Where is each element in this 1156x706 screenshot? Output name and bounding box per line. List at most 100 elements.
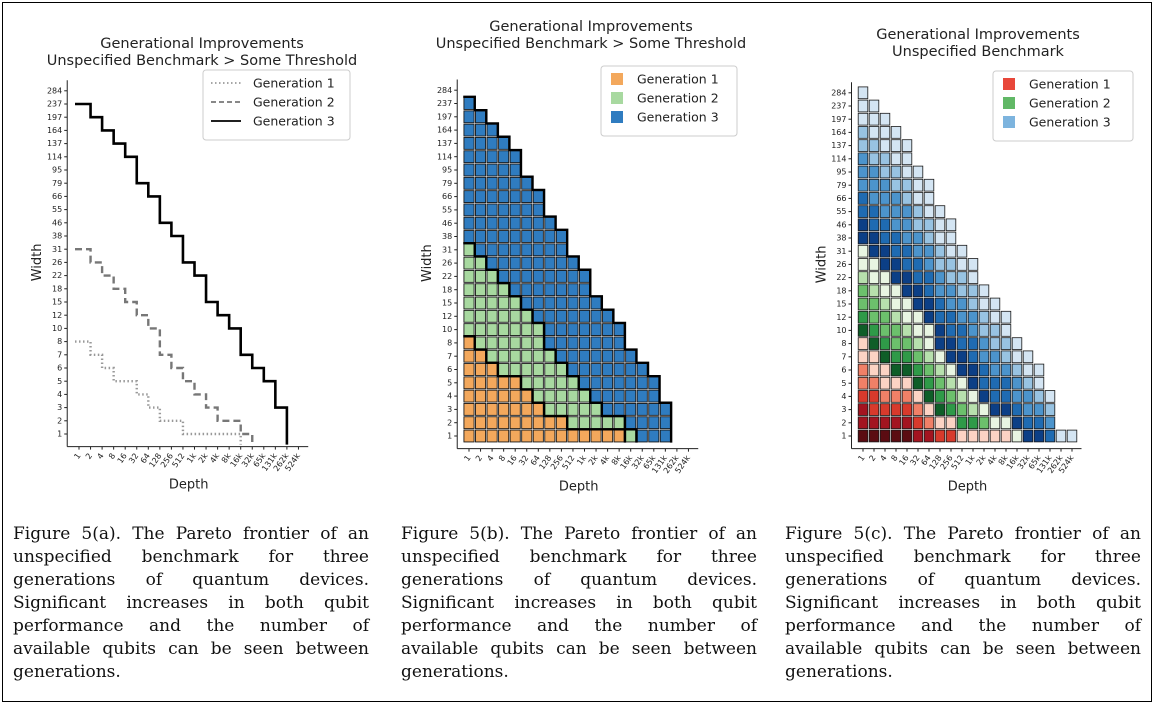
chart-c-cell	[967, 350, 979, 364]
chart-c-cell	[956, 258, 968, 271]
chart-c-cell	[868, 244, 880, 258]
chart-c-cell	[901, 403, 913, 416]
chart-c-cell	[868, 271, 880, 284]
chart-b-cell	[521, 323, 533, 336]
chart-b-cell	[486, 230, 498, 243]
caption-b: Figure 5(b). The Pareto frontier of an u…	[401, 524, 757, 682]
chart-c-cell	[956, 337, 968, 350]
chart-c-cell	[923, 324, 935, 337]
chart-b-cell	[509, 256, 521, 270]
chart-b-cell	[509, 389, 521, 403]
chart-c-cell	[890, 165, 902, 179]
chart-c-cell	[934, 271, 946, 284]
chart-c-cell	[978, 284, 990, 298]
chart-a-x-tick-label: 8	[107, 452, 117, 461]
chart-c-cell	[857, 271, 869, 284]
chart-a-y-tick-label: 10	[52, 324, 62, 333]
chart-b-cell	[463, 363, 475, 376]
chart-c-cell	[890, 258, 902, 271]
chart-c-cell	[912, 205, 924, 218]
chart-c-cell	[868, 99, 880, 113]
chart-c-cell	[868, 126, 880, 139]
chart-b-cell	[463, 216, 475, 230]
chart-c-cell	[890, 152, 902, 166]
chart-c-cell	[868, 416, 880, 430]
chart-b-y-tick-label: 79	[442, 179, 452, 188]
chart-a-y-tick-label: 15	[52, 298, 62, 307]
chart-c-cell	[912, 297, 924, 311]
chart-b-cell	[463, 190, 475, 203]
chart-b-cell	[544, 283, 556, 297]
chart-c-cell	[945, 363, 957, 377]
chart-b-cell	[486, 176, 498, 190]
chart-c-cell	[1022, 390, 1034, 403]
chart-c-cell	[890, 403, 902, 416]
chart-c-y-tick-label: 137	[831, 141, 846, 150]
chart-b-y-tick-label: 1	[447, 432, 452, 441]
chart-c-y-tick-label: 284	[831, 88, 846, 97]
chart-b-cell	[498, 190, 510, 203]
chart-c-cell	[857, 205, 869, 218]
chart-c-cell	[978, 403, 990, 416]
chart-b-cell	[463, 376, 475, 390]
chart-c-cell	[1000, 403, 1012, 416]
chart-c-y-tick-label: 237	[831, 102, 846, 111]
chart-c-cell	[945, 350, 957, 364]
chart-c-cell	[989, 416, 1001, 430]
chart-b-cell	[636, 416, 648, 430]
chart-b-legend-swatch	[611, 92, 623, 104]
chart-b-cell	[463, 309, 475, 323]
chart-c-cell	[956, 297, 968, 311]
chart-c-cell	[923, 205, 935, 218]
chart-c-legend-label: Generation 1	[1029, 77, 1111, 92]
chart-c-cell	[901, 297, 913, 311]
chart-b-y-tick-label: 2	[447, 418, 452, 427]
chart-c-cell	[912, 192, 924, 205]
chart-c-cell	[934, 310, 946, 324]
chart-b-y-tick-label: 31	[442, 245, 452, 254]
chart-b-cell	[625, 363, 637, 376]
chart-b-cell	[648, 429, 660, 443]
chart-b-y-tick-label: 4	[447, 392, 452, 401]
chart-b-cell	[498, 429, 510, 443]
chart-c-cell	[879, 390, 891, 403]
chart-c-y-tick-label: 26	[836, 260, 846, 269]
chart-c-cell	[857, 192, 869, 205]
chart-b-cell	[498, 176, 510, 190]
chart-c-y-tick-label: 95	[836, 168, 846, 177]
chart-c-cell	[890, 178, 902, 192]
chart-c-cell	[879, 152, 891, 166]
chart-b-cell	[486, 416, 498, 430]
chart-b-cell	[486, 429, 498, 443]
chart-c-cell	[934, 390, 946, 403]
chart-c-cell	[912, 258, 924, 271]
chart-a-y-tick-label: 2	[57, 416, 62, 425]
chart-b-title-line: Generational Improvements	[489, 19, 693, 35]
chart-b-cell	[498, 323, 510, 336]
chart-b-y-tick-label: 10	[442, 325, 452, 334]
chart-b-y-tick-label: 237	[437, 99, 452, 108]
chart-a-y-tick-label: 7	[57, 350, 62, 359]
chart-b-cell	[498, 309, 510, 323]
chart-c-cell	[901, 337, 913, 350]
chart-c-cell	[879, 205, 891, 218]
chart-c-legend-label: Generation 3	[1029, 115, 1111, 130]
chart-b-legend-swatch	[611, 111, 623, 123]
chart-c-cell	[912, 390, 924, 403]
chart-c-cell	[934, 218, 946, 232]
chart-b-cell	[532, 256, 544, 270]
chart-c-y-tick-label: 31	[836, 247, 846, 256]
chart-b-cell	[602, 389, 614, 403]
chart-c-cell	[879, 350, 891, 364]
chart-b-cell	[544, 243, 556, 257]
chart-b-legend-box	[600, 65, 738, 137]
chart-a-x-tick-label: 2	[84, 452, 94, 461]
chart-c-cell	[978, 297, 990, 311]
chart-b-y-tick-label: 5	[447, 378, 452, 387]
chart-c-cell	[923, 231, 935, 245]
chart-a-legend-label: Generation 3	[253, 114, 335, 129]
chart-c-cell	[857, 178, 869, 192]
chart-c-cell	[967, 310, 979, 324]
chart-c-cell	[1011, 416, 1023, 430]
